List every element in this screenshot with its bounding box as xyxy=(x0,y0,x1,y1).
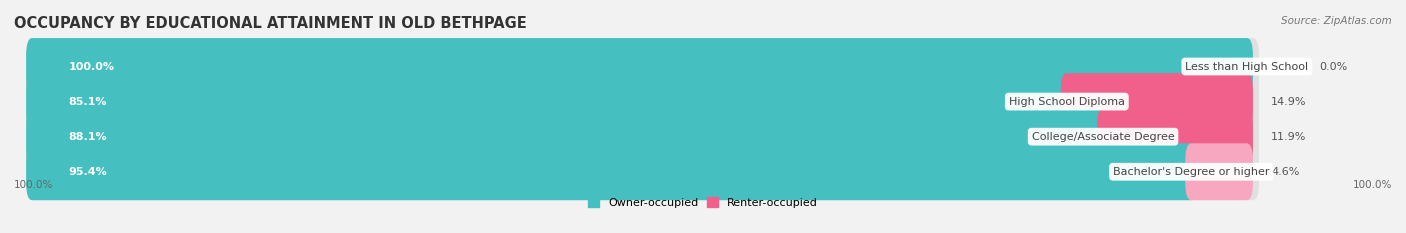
Text: 0.0%: 0.0% xyxy=(1319,62,1348,72)
Text: High School Diploma: High School Diploma xyxy=(1010,97,1125,106)
FancyBboxPatch shape xyxy=(27,143,1258,200)
Text: 11.9%: 11.9% xyxy=(1271,132,1306,142)
FancyBboxPatch shape xyxy=(1185,143,1253,200)
Text: 95.4%: 95.4% xyxy=(69,167,107,177)
FancyBboxPatch shape xyxy=(27,38,1253,95)
FancyBboxPatch shape xyxy=(1060,73,1253,130)
Text: 100.0%: 100.0% xyxy=(1353,180,1392,190)
FancyBboxPatch shape xyxy=(27,108,1109,165)
Text: 14.9%: 14.9% xyxy=(1271,97,1306,106)
Text: 4.6%: 4.6% xyxy=(1271,167,1299,177)
Text: College/Associate Degree: College/Associate Degree xyxy=(1032,132,1174,142)
FancyBboxPatch shape xyxy=(27,108,1258,165)
Legend: Owner-occupied, Renter-occupied: Owner-occupied, Renter-occupied xyxy=(583,193,823,212)
FancyBboxPatch shape xyxy=(27,143,1198,200)
FancyBboxPatch shape xyxy=(1097,108,1253,165)
Text: Less than High School: Less than High School xyxy=(1185,62,1309,72)
Text: 100.0%: 100.0% xyxy=(69,62,114,72)
Text: Source: ZipAtlas.com: Source: ZipAtlas.com xyxy=(1281,16,1392,26)
FancyBboxPatch shape xyxy=(27,73,1258,130)
FancyBboxPatch shape xyxy=(27,38,1258,95)
Text: 100.0%: 100.0% xyxy=(14,180,53,190)
FancyBboxPatch shape xyxy=(27,73,1073,130)
Text: Bachelor's Degree or higher: Bachelor's Degree or higher xyxy=(1114,167,1270,177)
Text: OCCUPANCY BY EDUCATIONAL ATTAINMENT IN OLD BETHPAGE: OCCUPANCY BY EDUCATIONAL ATTAINMENT IN O… xyxy=(14,16,527,31)
Text: 85.1%: 85.1% xyxy=(69,97,107,106)
Text: 88.1%: 88.1% xyxy=(69,132,107,142)
